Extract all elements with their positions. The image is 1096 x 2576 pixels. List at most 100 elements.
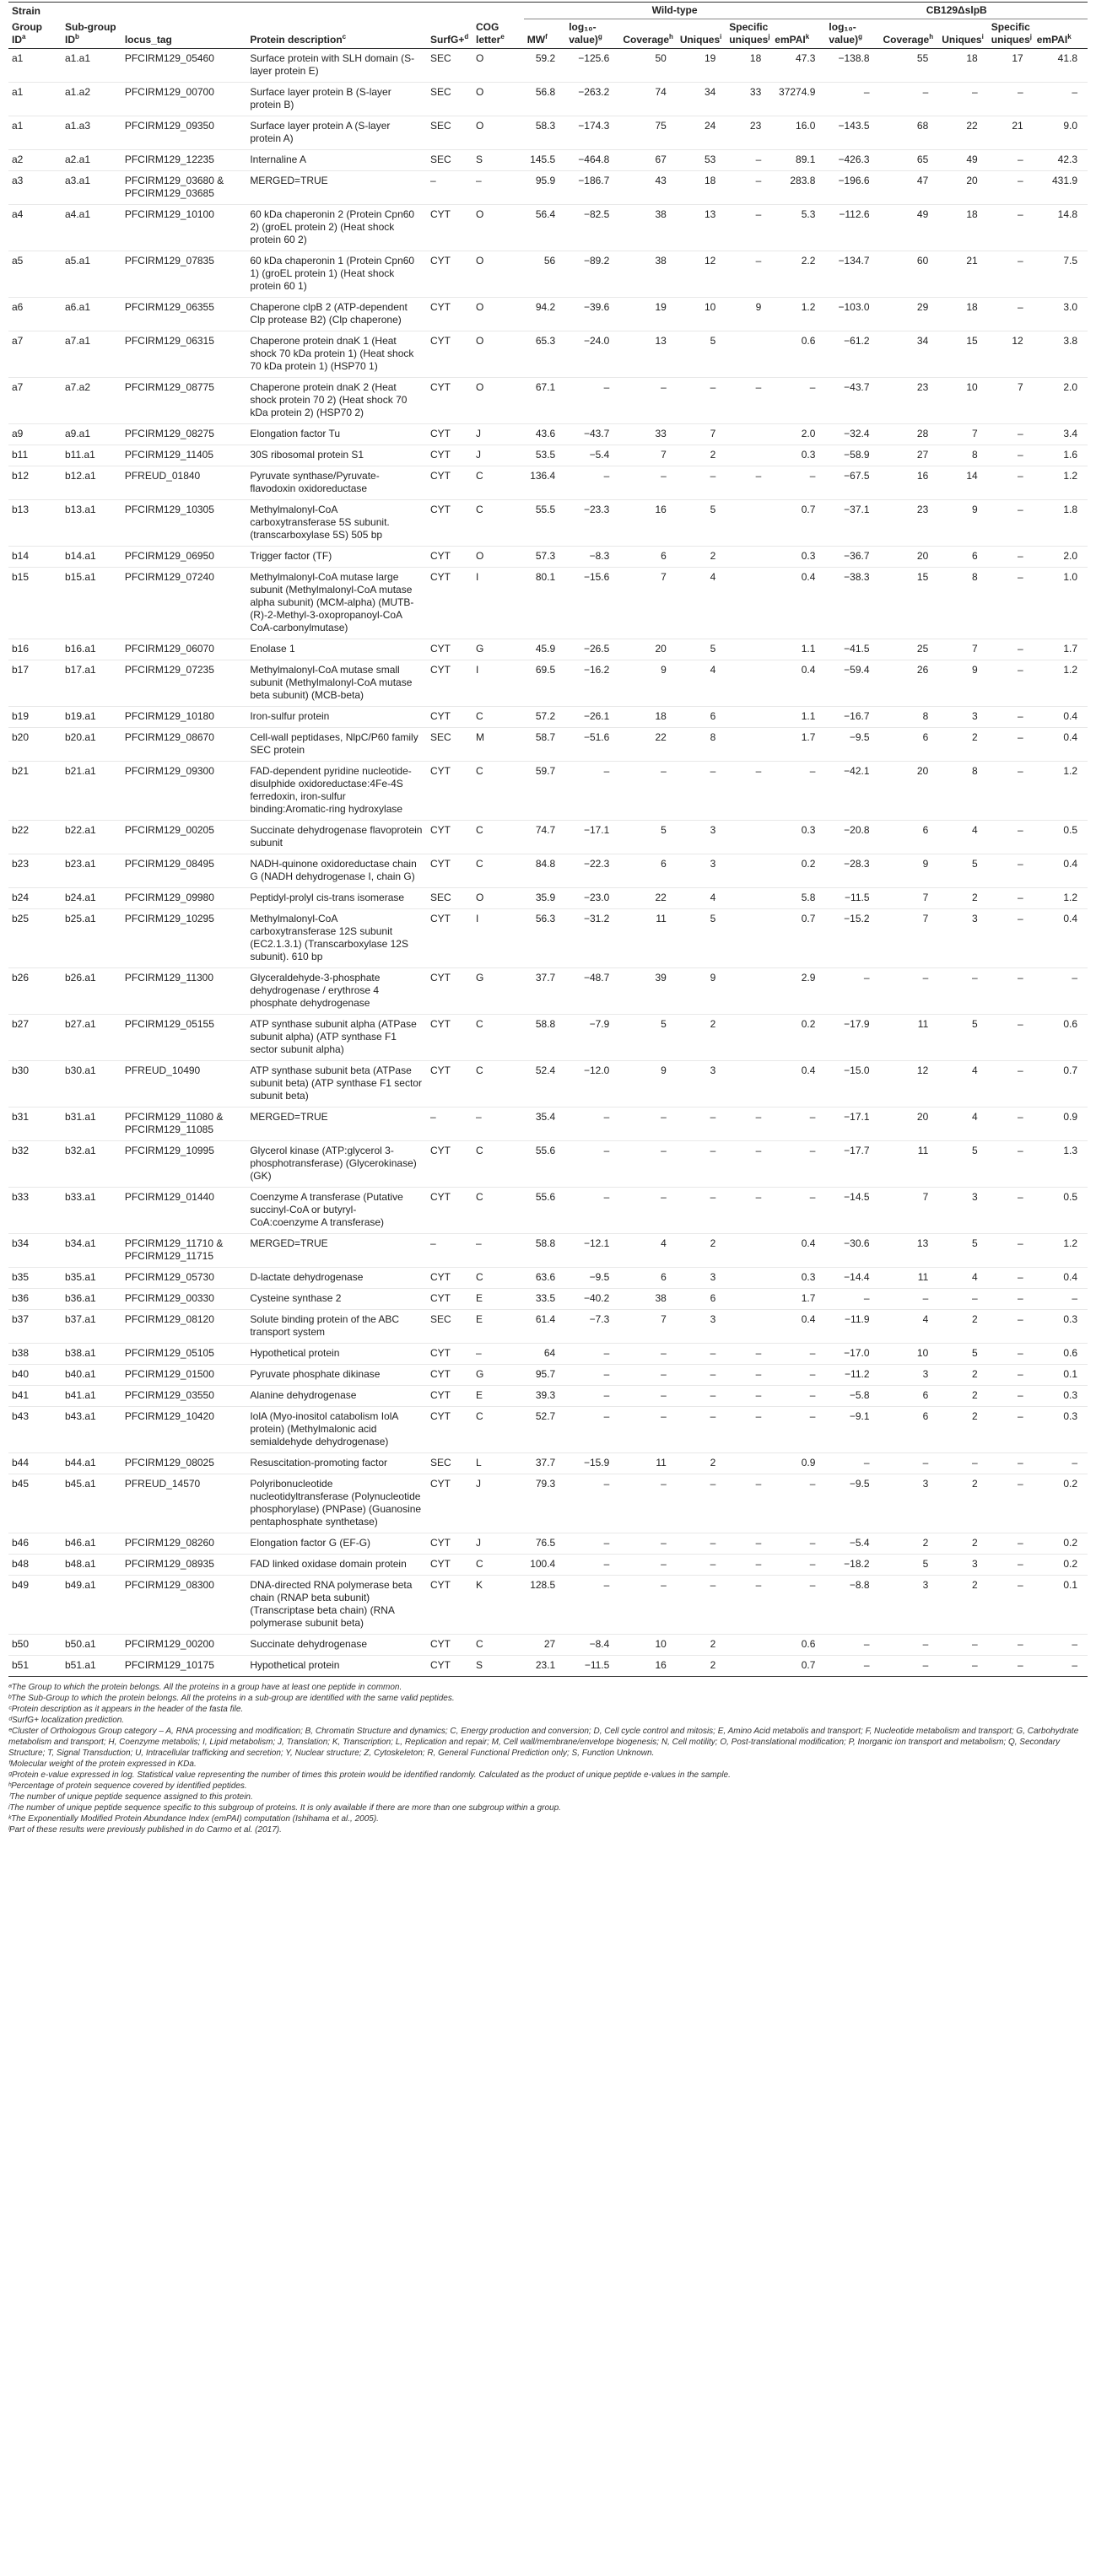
cell-wt-specific-uniques: – [726,1554,772,1576]
cell-protein-description: Coenzyme A transferase (Putative succiny… [246,1187,428,1234]
cell-wt-log-evalue: −23.0 [565,887,620,909]
cell-mut-specific-uniques: 7 [987,377,1034,424]
cell-mut-coverage: 26 [879,660,939,707]
cell-surfg: SEC [427,1309,472,1344]
cell-sub-group-id: b33.a1 [61,1187,121,1234]
cell-cog-letter: G [472,1364,524,1386]
cell-wt-coverage: 6 [619,1267,677,1289]
cell-mut-uniques: – [938,1452,988,1474]
cell-locus-tag: PFCIRM129_01440 [121,1187,247,1234]
cell-locus-tag: PFCIRM129_00330 [121,1288,247,1310]
cell-wt-uniques: – [676,1187,726,1234]
cell-mut-empai: 1.2 [1033,466,1088,500]
cell-locus-tag: PFCIRM129_06355 [121,297,247,331]
cell-mut-empai: 14.8 [1033,204,1088,251]
cell-surfg: CYT [427,1140,472,1188]
cell-wt-specific-uniques: – [726,761,772,821]
cell-wt-specific-uniques: 33 [726,82,772,116]
cell-mut-log-evalue: −17.7 [825,1140,880,1188]
cell-protein-description: Methylmalonyl-CoA carboxytransferase 12S… [246,908,428,968]
cell-surfg: CYT [427,908,472,968]
cell-mut-uniques: 7 [938,639,988,660]
cell-protein-description: Cysteine synthase 2 [246,1288,428,1310]
cell-mw: 45.9 [523,639,566,660]
table-row: a6 a6.a1 PFCIRM129_06355 Chaperone clpB 2 (… [8,297,1088,331]
cell-group-id: b40 [8,1364,62,1386]
cell-cog-letter: – [472,1233,524,1268]
cell-mut-specific-uniques: – [987,727,1034,762]
table-row: a3 a3.a1 PFCIRM129_03680 & PFCIRM129_03685… [8,170,1088,205]
cell-wt-log-evalue: – [565,761,620,821]
cell-locus-tag: PFCIRM129_10180 [121,706,247,728]
cell-surfg: CYT [427,1060,472,1107]
column-header-wt-coverage: Coverageh [619,19,677,49]
cell-wt-empai: – [771,377,826,424]
cell-wt-log-evalue: – [565,1343,620,1365]
cell-protein-description: Elongation factor Tu [246,423,428,445]
table-row: b23 b23.a1 PFCIRM129_08495 NADH-quinone oxi… [8,854,1088,888]
table-row: b40 b40.a1 PFCIRM129_01500 Pyruvate phospha… [8,1364,1088,1386]
cell-wt-empai: – [771,466,826,500]
cell-wt-uniques: – [676,1474,726,1533]
cell-mut-specific-uniques: – [987,1655,1034,1677]
cell-wt-empai: 0.3 [771,445,826,466]
cell-sub-group-id: b46.a1 [61,1533,121,1555]
table-row: b14 b14.a1 PFCIRM129_06950 Trigger factor (… [8,546,1088,568]
cell-sub-group-id: b22.a1 [61,820,121,854]
cell-mw: 37.7 [523,1452,566,1474]
cell-surfg: CYT [427,466,472,500]
cell-wt-empai: 37274.9 [771,82,826,116]
cell-sub-group-id: b27.a1 [61,1014,121,1061]
footnote: ᵇThe Sub-Group to which the protein belo… [8,1694,455,1703]
cell-cog-letter: I [472,908,524,968]
cell-wt-specific-uniques [726,499,772,547]
table-row: b11 b11.a1 PFCIRM129_11405 30S ribosomal pr… [8,445,1088,466]
cell-wt-specific-uniques: – [726,170,772,205]
cell-surfg: SEC [427,887,472,909]
column-header-group-id: Group IDa [8,19,62,49]
cell-mut-log-evalue: −58.9 [825,445,880,466]
cell-wt-uniques: 9 [676,967,726,1015]
cell-group-id: b31 [8,1107,62,1141]
cell-surfg: – [427,1233,472,1268]
table-row: b22 b22.a1 PFCIRM129_00205 Succinate dehydr… [8,820,1088,854]
cell-sub-group-id: a1.a2 [61,82,121,116]
cell-wt-empai: 0.4 [771,567,826,639]
footnote: ᶠMolecular weight of the protein express… [8,1760,197,1769]
footnote: ᵃThe Group to which the protein belongs.… [8,1683,402,1692]
cell-wt-log-evalue: −89.2 [565,251,620,298]
cell-mut-uniques: 9 [938,499,988,547]
cell-mut-empai: – [1033,1288,1088,1310]
cell-group-id: b22 [8,820,62,854]
cell-wt-coverage: 5 [619,820,677,854]
table-row: b44 b44.a1 PFCIRM129_08025 Resuscitation-pr… [8,1452,1088,1474]
cell-mut-coverage: 4 [879,1309,939,1344]
cell-mut-coverage: 47 [879,170,939,205]
cell-wt-empai: – [771,1554,826,1576]
cell-wt-empai: – [771,1140,826,1188]
column-header-sub-group-id: Sub-group IDb [61,19,121,49]
cell-wt-log-evalue: −12.1 [565,1233,620,1268]
table-row: b26 b26.a1 PFCIRM129_11300 Glyceraldehyde-3… [8,967,1088,1015]
cell-cog-letter: I [472,567,524,639]
cell-mw: 56.3 [523,908,566,968]
cell-wt-specific-uniques [726,887,772,909]
cell-mut-log-evalue: −15.2 [825,908,880,968]
cell-mw: 57.2 [523,706,566,728]
cell-wt-uniques: 2 [676,1634,726,1656]
cell-wt-coverage: 19 [619,297,677,331]
cell-mut-log-evalue: −112.6 [825,204,880,251]
cell-mut-specific-uniques: – [987,204,1034,251]
cell-cog-letter: C [472,499,524,547]
cell-mut-specific-uniques: – [987,445,1034,466]
cell-mut-uniques: 49 [938,149,988,171]
cell-wt-empai: 0.3 [771,820,826,854]
cell-wt-log-evalue: – [565,1385,620,1407]
cell-mut-uniques: 5 [938,1140,988,1188]
cell-wt-log-evalue: −40.2 [565,1288,620,1310]
cell-cog-letter: S [472,1655,524,1677]
cell-wt-specific-uniques: 23 [726,116,772,150]
cell-surfg: CYT [427,1288,472,1310]
cell-cog-letter: E [472,1309,524,1344]
cell-wt-log-evalue: – [565,466,620,500]
